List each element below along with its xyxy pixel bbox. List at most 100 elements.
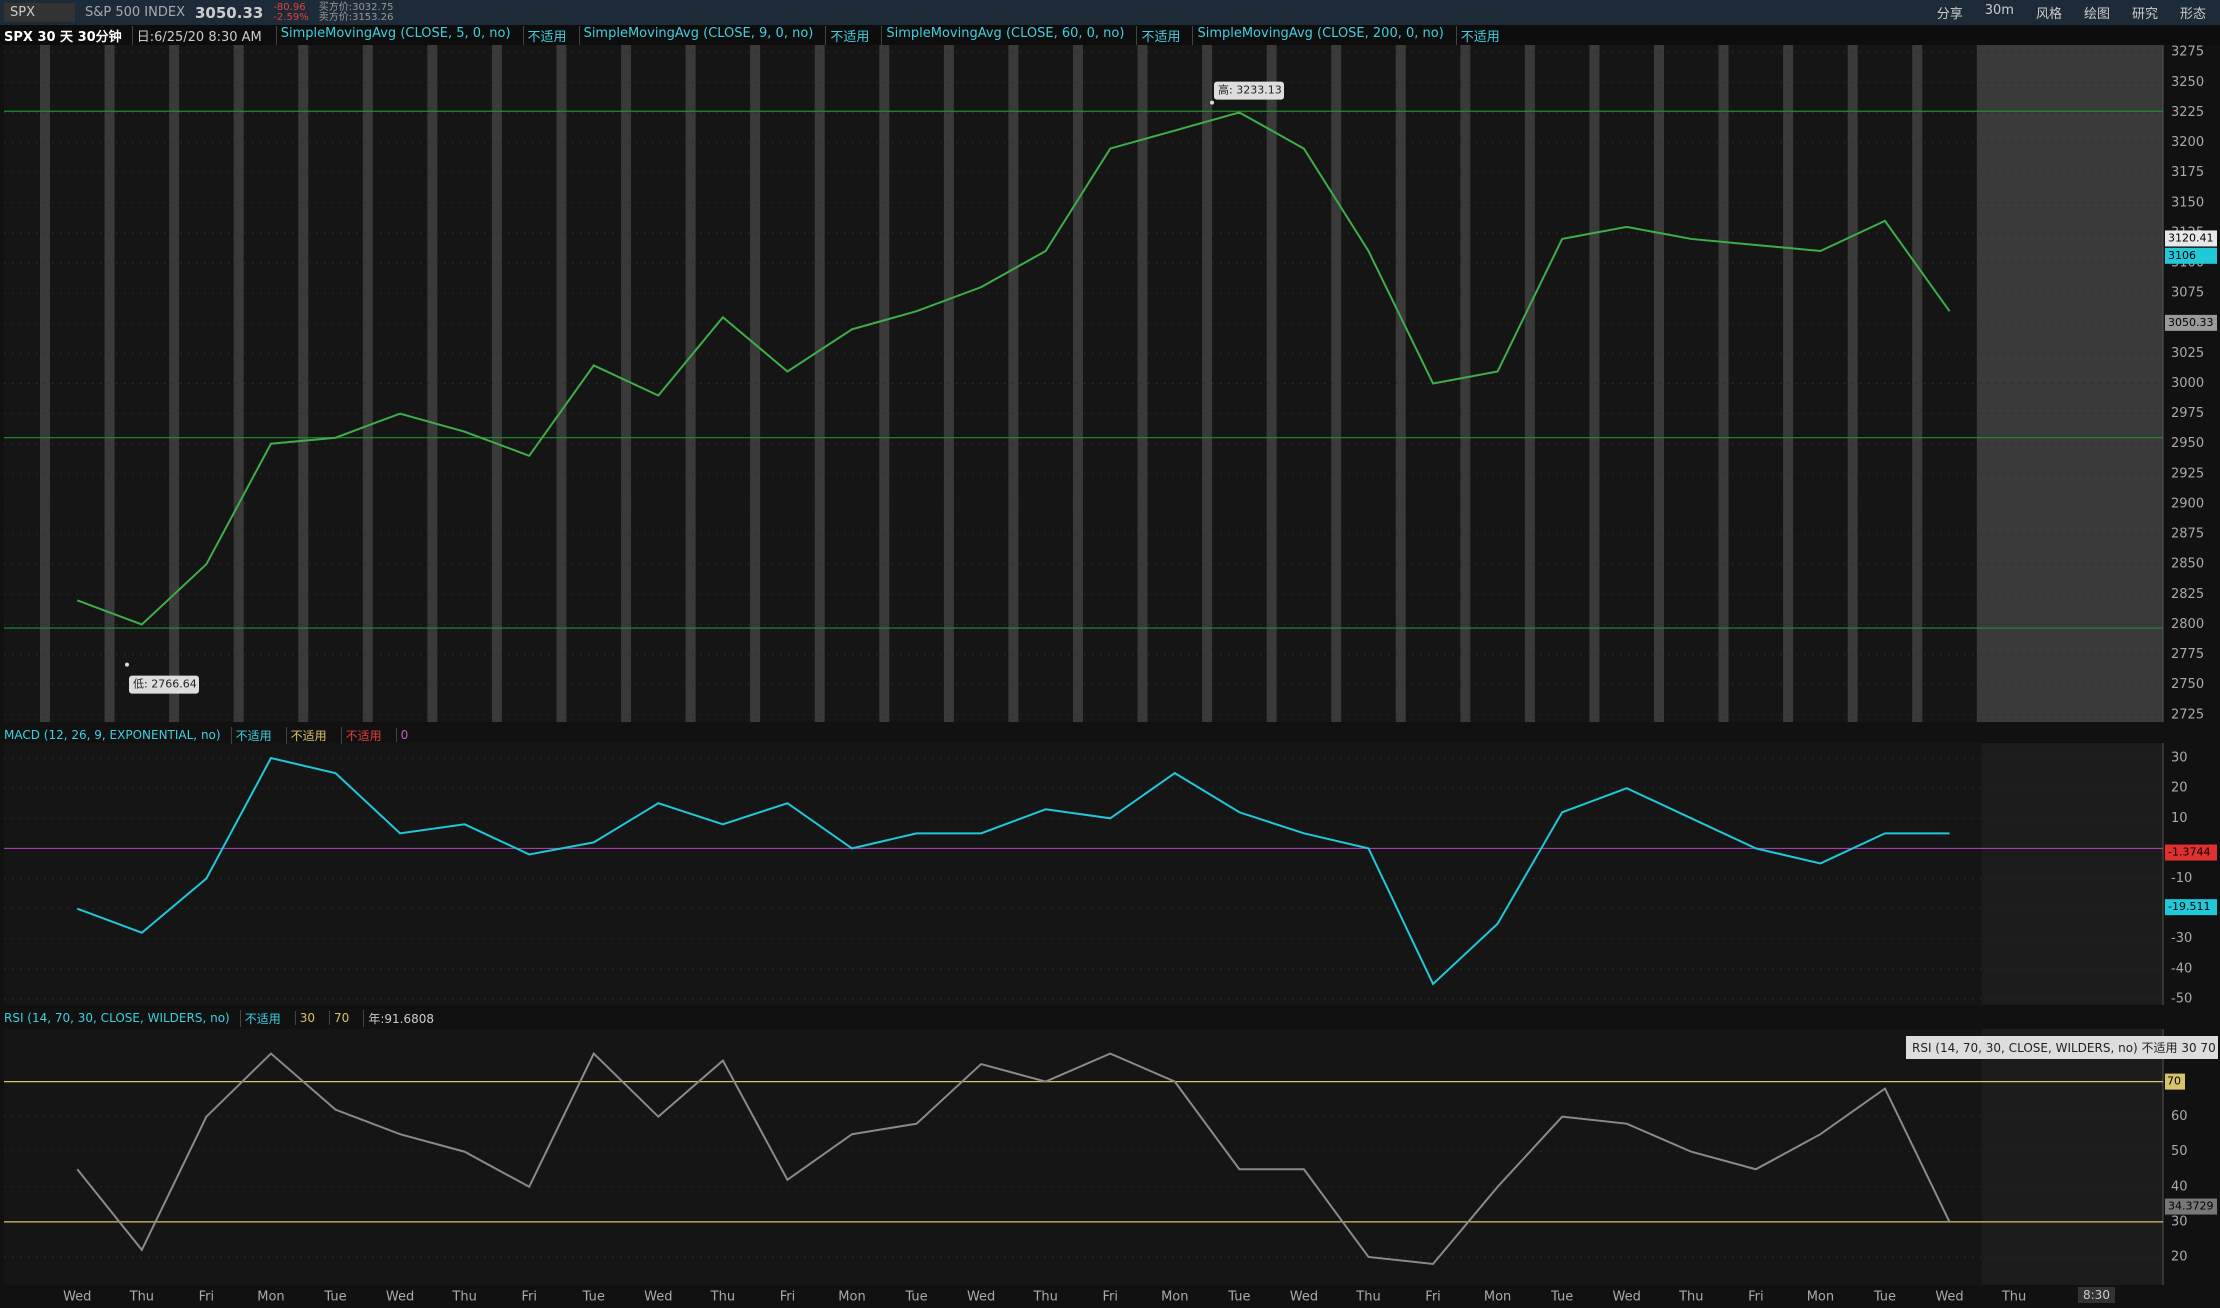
session-gap (233, 45, 244, 722)
price-badge (2165, 899, 2217, 916)
session-gap (1524, 45, 1535, 722)
x-tick-label: Wed (386, 1290, 414, 1305)
price-badge-label: 34.3729 (2168, 1200, 2214, 1213)
session-gap (1460, 45, 1471, 722)
y-tick-label: 3225 (2171, 105, 2204, 120)
level-badge-label: 70 (2167, 1075, 2181, 1088)
y-tick-label: 2925 (2171, 466, 2204, 481)
price-badge (2165, 314, 2217, 331)
y-tick-label: 30 (2171, 751, 2188, 766)
toolbar-button[interactable]: 形态 (2179, 7, 2206, 22)
session-gap (685, 45, 696, 722)
session-gap (1202, 45, 1213, 722)
panel-bg (4, 743, 2163, 1005)
study-name: SimpleMovingAvg (CLOSE, 60, 0, no) (881, 25, 1128, 45)
x-tick-label: Mon (838, 1290, 865, 1305)
price-badge (2165, 1198, 2217, 1215)
y-tick-label: -30 (2171, 931, 2192, 946)
x-tick-label: Thu (1355, 1290, 1380, 1305)
annotation-box (129, 675, 199, 694)
session-gap (1137, 45, 1148, 722)
x-tick-label: Wed (1935, 1290, 1963, 1305)
y-tick-label: 2800 (2171, 617, 2204, 632)
studies: SimpleMovingAvg (CLOSE, 5, 0, no) 不适用 Simp… (275, 25, 1504, 45)
x-tick-label: Wed (63, 1290, 91, 1305)
series-line (76, 756, 1950, 986)
rsi-bar: RSI (14, 70, 30, CLOSE, WILDERS, no) 不适用… (0, 1009, 2220, 1027)
x-tick-label: Mon (1807, 1290, 1834, 1305)
x-tick-label: Wed (644, 1290, 672, 1305)
x-tick-label: Tue (1873, 1290, 1896, 1305)
study-name: SimpleMovingAvg (CLOSE, 5, 0, no) (275, 25, 515, 45)
charts: 2725 2750 2775 2800 2825 2850 2875 2900 2925 2950… (4, 45, 2217, 1305)
session-gap (814, 45, 825, 722)
y-tick-label: 2975 (2171, 406, 2204, 421)
macd-zero: 0 (395, 728, 413, 742)
rsi-extra: 年:91.6808 (363, 1009, 438, 1027)
x-tick-label: Thu (710, 1290, 735, 1305)
toolbar-button[interactable]: 风格 (2035, 7, 2062, 22)
price-badge (2165, 844, 2217, 861)
macd-avg: 不适用 (285, 726, 331, 744)
toolbar: SPX S&P 500 INDEX 3050.33 -80.96 -2.59% 买… (0, 0, 2220, 25)
y-tick-label: 2900 (2171, 496, 2204, 511)
annotation-label: 低: 2766.64 (133, 678, 197, 691)
session-gap (1589, 45, 1600, 722)
y-tick-label: 3075 (2171, 286, 2204, 301)
x-tick-label: Tue (1550, 1290, 1573, 1305)
change: -80.96 -2.59% (273, 1, 308, 23)
annotation-label: 高: 3233.13 (1218, 83, 1282, 97)
session-gap (362, 45, 373, 722)
rsi-ob: 70 (329, 1011, 353, 1025)
y-tick-label: 3250 (2171, 75, 2204, 90)
study-value: 不适用 (522, 25, 571, 45)
y-tick-label: 3025 (2171, 346, 2204, 361)
future-area (1981, 1029, 2163, 1285)
future-area (1981, 743, 2163, 1005)
macd-value: 不适用 (230, 726, 276, 744)
symbol-box[interactable]: SPX (4, 3, 75, 22)
y-tick-label: 2950 (2171, 436, 2204, 451)
price-badge-label: 3050.33 (2168, 316, 2214, 329)
level-badge (2165, 1073, 2185, 1090)
price-badge-label: -19.511 (2168, 900, 2210, 913)
annotation-point (125, 662, 129, 667)
x-tick-label: Thu (1678, 1290, 1703, 1305)
change-abs: -80.96 (273, 1, 306, 13)
session-gap (750, 45, 761, 722)
rsi-value: 不适用 (239, 1009, 285, 1027)
rsi-os: 30 (294, 1011, 319, 1025)
price-badge (2165, 230, 2217, 247)
x-tick-label: Wed (1290, 1290, 1318, 1305)
symbol-name: S&P 500 INDEX (85, 5, 185, 20)
y-tick-label: 30 (2171, 1214, 2188, 1229)
toolbar-button[interactable]: 绘图 (2083, 7, 2110, 22)
y-tick-label: 10 (2171, 811, 2188, 826)
y-tick-label: 2775 (2171, 647, 2204, 662)
y-tick-label: 2750 (2171, 677, 2204, 692)
toolbar-button[interactable]: 研究 (2131, 7, 2158, 22)
session-gap (556, 45, 567, 722)
y-tick-label: 20 (2171, 781, 2188, 796)
y-tick-label: 2725 (2171, 707, 2204, 722)
session-gap (1654, 45, 1664, 722)
toolbar-button[interactable]: 分享 (1936, 7, 1963, 22)
x-tick-label: Fri (521, 1290, 537, 1305)
x-tick-label: Thu (451, 1290, 476, 1305)
x-tick-label: Fri (199, 1290, 215, 1305)
last-price: 3050.33 (195, 3, 264, 22)
x-tick-label: Mon (257, 1290, 284, 1305)
toolbar-button[interactable]: 30m (1984, 3, 2014, 18)
session-gap (169, 45, 180, 722)
x-tick-label: Fri (1425, 1290, 1441, 1305)
macd-diff: 不适用 (340, 726, 386, 744)
y-tick-label: 3150 (2171, 195, 2204, 210)
series-line (76, 1051, 1951, 1266)
session-gap (1266, 45, 1277, 722)
study-name: SimpleMovingAvg (CLOSE, 9, 0, no) (578, 25, 818, 45)
x-tick-label: Thu (2001, 1290, 2026, 1305)
x-tick-label: Fri (1102, 1290, 1118, 1305)
x-tick-label: Tue (582, 1290, 605, 1305)
macd-bar: MACD (12, 26, 9, EXPONENTIAL, no) 不适用 不适… (0, 726, 2220, 744)
